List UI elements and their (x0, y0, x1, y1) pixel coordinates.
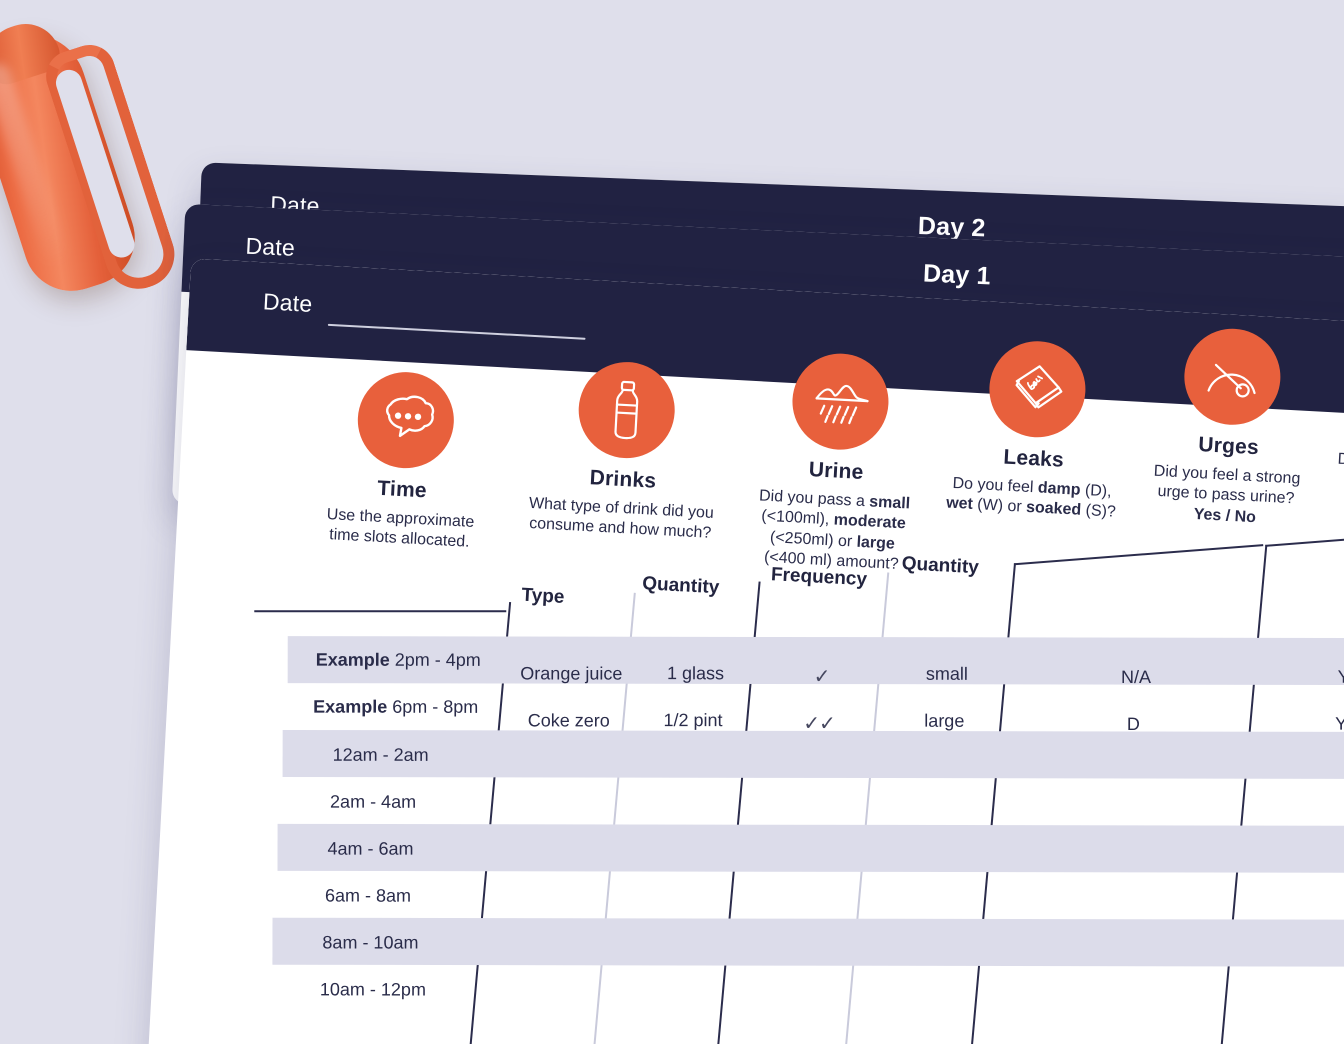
date-label: Date (245, 232, 296, 261)
cell-leaks: N/A (1120, 666, 1151, 688)
column-urges: Urges Did you feel a strong urge to pass… (1124, 323, 1334, 532)
column-time: Time Use the approximate time slots allo… (294, 367, 513, 556)
table-row-time-range: 2pm - 4pm (394, 649, 481, 670)
table-row-time-range: 8am - 10am (322, 932, 419, 953)
orange-pen (0, 0, 184, 312)
table-row-time-label: 8am - 10am (322, 932, 418, 953)
date-write-line (327, 323, 586, 340)
table-row-example-prefix: Example (313, 696, 393, 717)
cell-drink-type: Orange juice (520, 663, 623, 684)
table-row-time-range: 12am - 2am (332, 744, 429, 765)
column-drinks-title: Drinks (589, 466, 657, 493)
table-row-stripe (282, 729, 1344, 780)
table-row-time-range: 2am - 4am (330, 791, 417, 812)
header-drinks-type: Type (520, 584, 565, 608)
column-leaks: Leaks Do you feel damp (D), wet (W) or s… (931, 336, 1140, 524)
table-row-time-label: 4am - 6am (327, 838, 414, 860)
cell-drink-type: Coke zero (527, 710, 610, 731)
rain-cloud-icon (789, 351, 891, 453)
cell-drink-quantity: 1 glass (666, 663, 725, 684)
water-bottle-icon (576, 359, 678, 461)
column-urges-title: Urges (1197, 433, 1260, 460)
column-urine-title: Urine (808, 458, 865, 484)
cell-drink-quantity: 1/2 pint (663, 710, 723, 731)
log-table: Type Quantity Frequency Quantity Example… (229, 530, 1344, 1044)
column-time-desc: Use the approximate time slots allocated… (294, 503, 506, 555)
column-drinks: Drinks What type of drink did you consum… (505, 356, 744, 546)
column-leaks-desc: Do you feel damp (D), wet (W) or soaked … (931, 473, 1133, 525)
column-clothing-title: Clothing (1323, 418, 1344, 453)
header-drinks-quantity: Quantity (641, 573, 720, 599)
cell-urine-quantity: large (924, 710, 965, 731)
column-leaks-title: Leaks (1002, 445, 1065, 472)
column-urges-desc: Did you feel a strong urge to pass urine… (1124, 460, 1327, 532)
column-drinks-desc: What type of drink did you consume and h… (505, 493, 737, 546)
day-label: Day 1 (922, 259, 992, 291)
table-top-rule (254, 610, 507, 613)
cell-urine-frequency: ✓ (813, 666, 830, 689)
header-urine-quantity: Quantity (901, 553, 980, 579)
table-row-time-range: 4am - 6am (327, 838, 414, 859)
table-row-time-range: 6pm - 8pm (392, 696, 479, 717)
cell-urges: Yes (1337, 666, 1344, 687)
column-urine: Urine Did you pass a small (<100ml), mod… (723, 348, 950, 578)
table-row-example-prefix: Example (315, 649, 395, 670)
column-time-title: Time (376, 476, 428, 503)
table-row-time-label: Example 2pm - 4pm (316, 650, 481, 671)
table-row-time-label: 12am - 2am (333, 745, 429, 766)
table-row-time-range: 10am - 12pm (319, 979, 426, 1000)
column-headers: Time Use the approximate time slots allo… (174, 326, 1344, 648)
table-row-time-label: 6am - 8am (325, 885, 411, 906)
sheet-front: Date Time Use the approximate tim (142, 258, 1344, 1044)
speech-bubble-icon (355, 369, 457, 471)
date-label: Date (262, 288, 314, 317)
cell-urine-quantity: small (925, 663, 968, 684)
table-row-stripe (277, 823, 1344, 874)
gauge-icon (1181, 326, 1283, 428)
table-row-time-label: 2am - 4am (330, 792, 416, 813)
table-row-stripe (272, 917, 1344, 967)
table-row-time-label: Example 6pm - 8pm (313, 697, 478, 718)
table-row-time-label: 10am - 12pm (320, 979, 426, 1000)
table-row-time-range: 6am - 8am (324, 885, 412, 906)
col-divider-leaks (954, 563, 1016, 1044)
leaks-notebook-icon (986, 338, 1088, 440)
